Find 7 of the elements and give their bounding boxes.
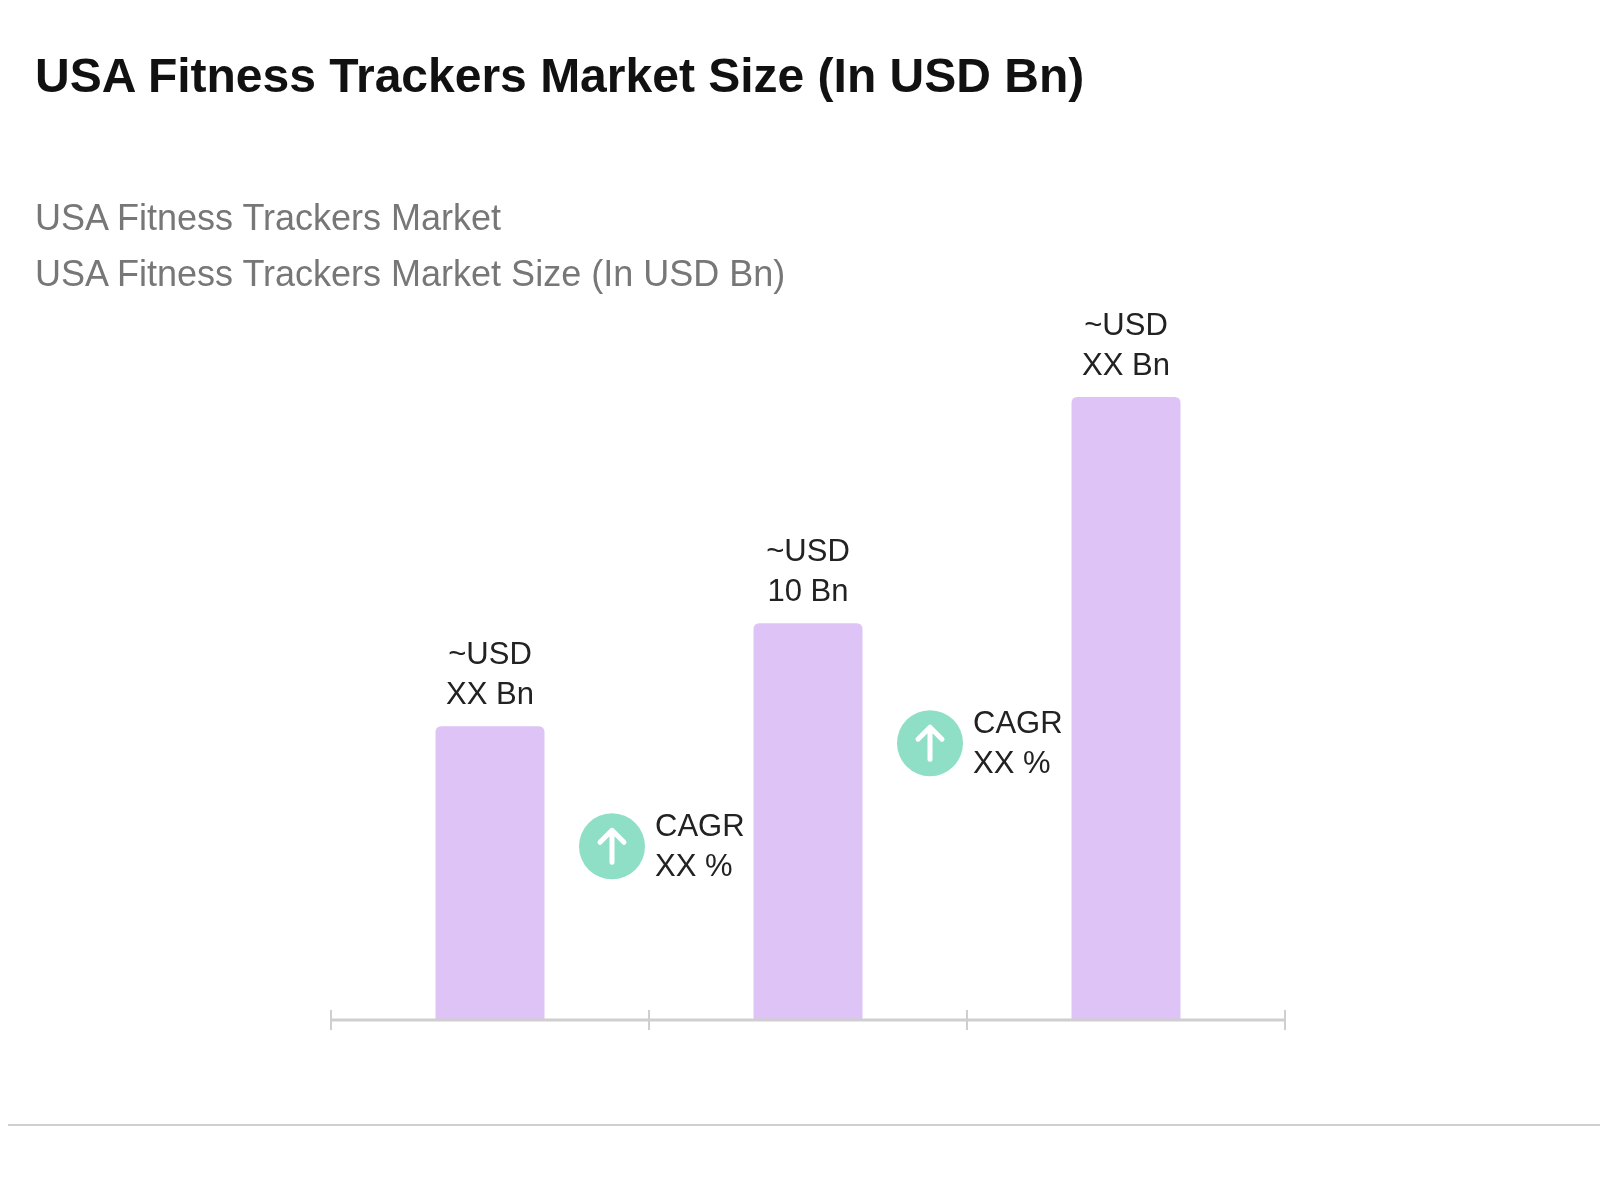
- data-label: ~USD 10 Bn: [766, 533, 850, 609]
- chart-title: USA Fitness Trackers Market Size (In USD Bn): [35, 49, 1085, 102]
- data-label: ~USD XX Bn: [1082, 307, 1170, 382]
- annotation: CAGR XX %: [973, 705, 1063, 781]
- annotation: CAGR XX %: [655, 808, 745, 884]
- data-label: ~USD XX Bn: [446, 636, 534, 712]
- chart-subtitle: USA Fitness Trackers Market USA Fitness Trackers Market Size (In USD Bn): [35, 197, 786, 294]
